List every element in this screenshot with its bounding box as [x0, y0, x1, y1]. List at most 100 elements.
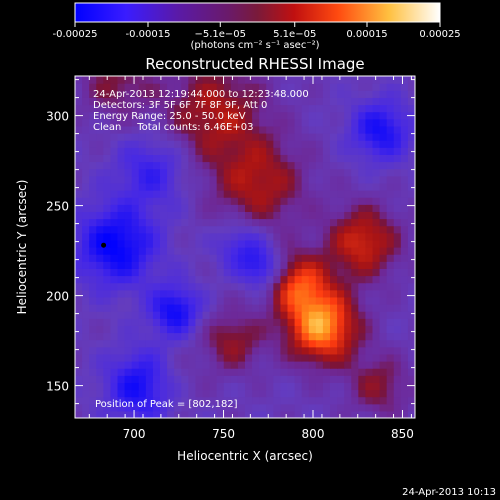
heatmap-cell [195, 361, 204, 369]
heatmap-cell [103, 375, 112, 383]
heatmap-cell [160, 296, 168, 305]
heatmap-cell [386, 339, 395, 348]
heatmap-cell [124, 125, 133, 134]
heatmap-cell [223, 175, 232, 184]
heatmap-cell [379, 104, 388, 113]
heatmap-cell [188, 325, 197, 334]
heatmap-cell [393, 410, 402, 418]
heatmap-cell [400, 239, 409, 248]
heatmap-cell [245, 375, 253, 383]
heatmap-cell [167, 232, 175, 241]
heatmap-cell [273, 161, 282, 170]
heatmap-cell [138, 197, 147, 205]
heatmap-cell [131, 396, 140, 405]
heatmap-cell [294, 111, 303, 120]
heatmap-cell [174, 261, 182, 269]
heatmap-cell [152, 382, 161, 391]
heatmap-cell [330, 247, 338, 255]
heatmap-cell [75, 410, 83, 418]
heatmap-cell [365, 168, 374, 177]
heatmap-cell [174, 368, 182, 376]
x-tick-label: 750 [212, 427, 235, 441]
heatmap-cell [188, 232, 197, 241]
heatmap-cell [237, 161, 246, 170]
heatmap-cell [89, 254, 97, 262]
heatmap-cell [103, 104, 112, 113]
heatmap-cell [223, 332, 232, 341]
heatmap-cell [358, 304, 367, 312]
heatmap-cell [188, 361, 197, 369]
heatmap-cell [96, 83, 104, 91]
heatmap-cell [160, 304, 168, 312]
heatmap-cell [223, 133, 232, 141]
heatmap-cell [337, 368, 345, 376]
heatmap-cell [75, 254, 83, 262]
heatmap-cell [344, 332, 352, 341]
heatmap-cell [103, 289, 112, 298]
heatmap-cell [252, 111, 260, 120]
heatmap-cell [400, 232, 409, 241]
heatmap-cell [110, 346, 119, 355]
heatmap-cell [259, 382, 267, 391]
heatmap-cell [301, 90, 310, 98]
heatmap-cell [315, 239, 324, 248]
heatmap-cell [117, 268, 126, 277]
heatmap-cell [400, 140, 409, 148]
heatmap-cell [202, 125, 211, 134]
heatmap-cell [358, 389, 367, 398]
heatmap-cell [75, 368, 83, 376]
heatmap-cell [145, 261, 154, 269]
heatmap-cell [252, 211, 260, 220]
heatmap-cell [188, 261, 197, 269]
heatmap-cell [294, 410, 303, 418]
heatmap-cell [167, 368, 175, 376]
heatmap-cell [216, 182, 225, 191]
heatmap-cell [96, 289, 104, 298]
heatmap-cell [301, 225, 310, 234]
heatmap-cell [407, 211, 415, 220]
heatmap-cell [96, 168, 104, 177]
heatmap-cell [75, 175, 83, 184]
heatmap-cell [407, 90, 415, 98]
heatmap-cell [400, 403, 409, 412]
heatmap-cell [365, 90, 374, 98]
heatmap-cell [82, 118, 90, 127]
heatmap-cell [252, 382, 260, 391]
heatmap-cell [145, 325, 154, 334]
heatmap-cell [138, 375, 147, 383]
heatmap-cell [195, 133, 204, 141]
heatmap-cell [266, 225, 274, 234]
heatmap-cell [124, 239, 133, 248]
heatmap-cell [160, 318, 168, 326]
heatmap-cell [358, 97, 367, 106]
colorbar: -0.00025 -0.00015 −5.1e−05 5.1e−05 0.00015 0.… [53, 2, 461, 51]
heatmap-cell [294, 133, 303, 141]
heatmap-cell [372, 332, 381, 341]
heatmap-cell [330, 375, 338, 383]
heatmap-cell [195, 161, 204, 170]
heatmap-cell [160, 111, 168, 120]
heatmap-cell [75, 197, 83, 205]
heatmap-cell [152, 104, 161, 113]
heatmap-cell [330, 361, 338, 369]
heatmap-cell [167, 161, 175, 170]
heatmap-cell [167, 353, 175, 362]
heatmap-cell [280, 197, 289, 205]
heatmap-cell [252, 375, 260, 383]
heatmap-cell [273, 204, 282, 212]
heatmap-cell [152, 232, 161, 241]
heatmap-cell [103, 225, 112, 234]
heatmap-cell [216, 261, 225, 269]
heatmap-cell [110, 254, 119, 262]
heatmap-cell [110, 410, 119, 418]
heatmap-cell [117, 296, 126, 305]
heatmap-cell [167, 182, 175, 191]
heatmap-cell [195, 396, 204, 405]
heatmap-cell [365, 225, 374, 234]
heatmap-cell [379, 289, 388, 298]
heatmap-cell [216, 197, 225, 205]
heatmap-cell [188, 311, 197, 319]
heatmap-cell [351, 147, 359, 155]
heatmap-cell [152, 375, 161, 383]
heatmap-cell [138, 239, 147, 248]
